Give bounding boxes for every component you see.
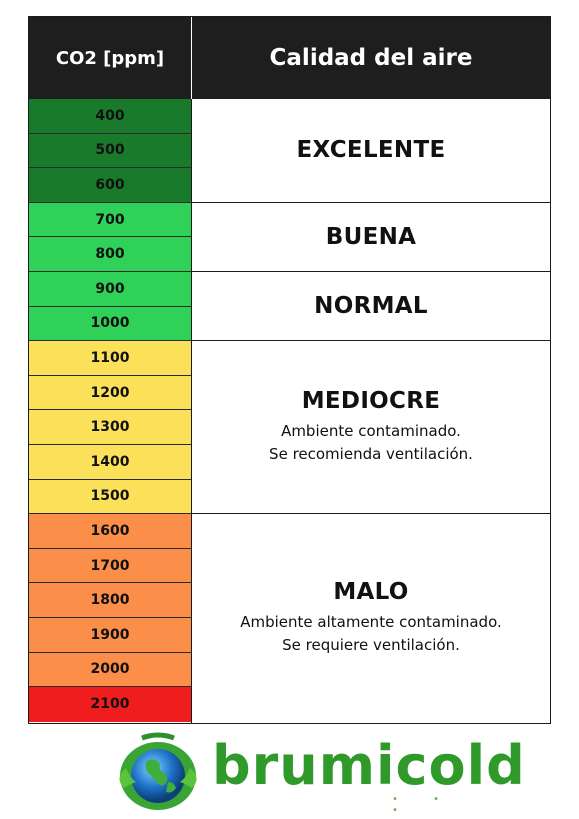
quality-level-description: Ambiente altamente contaminado. Se requie…	[240, 611, 502, 657]
quality-column: EXCELENTE BUENA NORMAL MEDIOCRE Ambiente con…	[192, 99, 550, 723]
ppm-level-row: 1300	[29, 410, 191, 445]
ppm-level-row: 700	[29, 202, 191, 238]
ppm-level-row: 1100	[29, 341, 191, 376]
ppm-level-row: 1700	[29, 548, 191, 584]
ppm-level-row: 900	[29, 271, 191, 307]
quality-level-block: BUENA	[192, 203, 550, 272]
quality-column-header: Calidad del aire	[269, 45, 473, 71]
quality-level-block: EXCELENTE	[192, 99, 550, 203]
description-line: Se recomienda ventilación.	[269, 445, 473, 464]
ppm-level-row: 1200	[29, 375, 191, 411]
column-divider	[191, 99, 192, 723]
brumicold-logo: brumicold • • •	[112, 728, 525, 816]
description-line: Ambiente altamente contaminado.	[240, 612, 502, 631]
quality-level-title: MEDIOCRE	[301, 388, 441, 415]
quality-level-title: NORMAL	[314, 293, 428, 320]
quality-level-block: NORMAL	[192, 272, 550, 342]
quality-level-description: Ambiente contaminado. Se recomienda venti…	[269, 420, 473, 466]
ppm-level-row: 400	[29, 99, 191, 134]
ppm-level-row: 800	[29, 237, 191, 272]
brand-name: brumicold	[212, 734, 526, 797]
table-header: CO2 [ppm] Calidad del aire	[29, 17, 550, 99]
quality-level-title: BUENA	[325, 223, 417, 250]
ppm-level-row: 600	[29, 168, 191, 203]
ppm-level-row: 1500	[29, 479, 191, 515]
logo-dots: • • •	[392, 794, 455, 816]
ppm-level-row: 2000	[29, 652, 191, 688]
co2-air-quality-table: CO2 [ppm] Calidad del aire 400 500 600 700 8…	[28, 16, 551, 724]
quality-level-title: MALO	[333, 578, 409, 605]
quality-level-title: EXCELENTE	[296, 137, 446, 164]
quality-level-block: MEDIOCRE Ambiente contaminado. Se recomien…	[192, 341, 550, 515]
ppm-level-row: 1600	[29, 514, 191, 549]
globe-emblem-icon	[119, 732, 197, 810]
ppm-column-header: CO2 [ppm]	[29, 17, 192, 99]
ppm-column: 400 500 600 700 800 900 1000 1100 1200 1300 1400 15…	[29, 99, 191, 722]
description-line: Se requiere ventilación.	[282, 635, 460, 654]
ppm-level-row: 1800	[29, 583, 191, 618]
ppm-level-row: 1400	[29, 444, 191, 480]
ppm-level-row: 2100	[29, 687, 191, 722]
quality-level-block: MALO Ambiente altamente contaminado. Se re…	[192, 514, 550, 722]
ppm-level-row: 1900	[29, 617, 191, 653]
description-line: Ambiente contaminado.	[281, 422, 461, 441]
ppm-level-row: 1000	[29, 306, 191, 342]
ppm-level-row: 500	[29, 133, 191, 169]
